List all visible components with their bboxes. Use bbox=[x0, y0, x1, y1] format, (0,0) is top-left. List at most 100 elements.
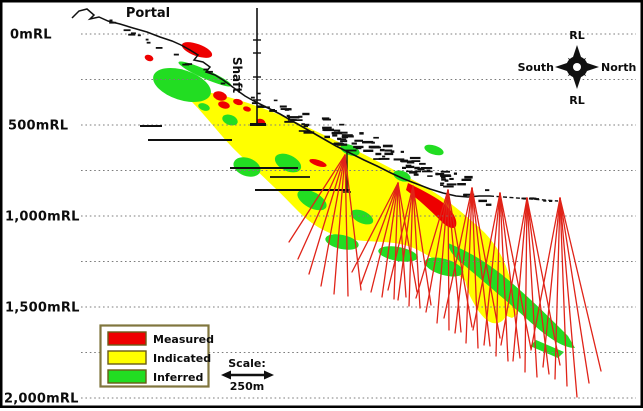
stope-outline-mark bbox=[203, 68, 208, 71]
stope-outline-mark bbox=[341, 134, 347, 137]
stope-outline-mark bbox=[298, 130, 309, 132]
measured-blob bbox=[243, 106, 251, 112]
stope-outline-mark bbox=[375, 152, 382, 156]
drill-hole-trace bbox=[559, 197, 590, 384]
drill-hole-trace bbox=[360, 182, 399, 285]
stope-outline-mark bbox=[444, 179, 449, 182]
drill-hole-trace bbox=[499, 192, 509, 362]
stope-outline-mark bbox=[478, 199, 487, 203]
stope-outline-mark bbox=[340, 140, 348, 143]
stope-outline-mark bbox=[250, 96, 255, 99]
drill-hole-trace bbox=[344, 154, 362, 291]
stope-outline-mark bbox=[266, 106, 270, 109]
drill-hole-trace bbox=[554, 197, 561, 380]
stope-outline-mark bbox=[337, 137, 342, 140]
drill-hole-trace bbox=[344, 154, 349, 297]
stope-outline-mark bbox=[363, 149, 374, 152]
stope-outline-mark bbox=[400, 159, 408, 163]
stope-outline-mark bbox=[220, 82, 226, 85]
stope-outline-mark bbox=[370, 146, 376, 149]
stope-outline-mark bbox=[123, 29, 131, 32]
drill-hole-trace bbox=[559, 197, 568, 387]
stope-outline-mark bbox=[382, 155, 386, 158]
stope-outline-mark bbox=[379, 148, 385, 152]
scale-arrow-right bbox=[264, 370, 274, 380]
stope-outline-mark bbox=[405, 165, 415, 169]
stope-outline-mark bbox=[284, 120, 294, 123]
measured-blob bbox=[309, 159, 327, 167]
drill-hole-trace bbox=[320, 154, 346, 287]
drill-hole-trace bbox=[397, 182, 407, 298]
drill-hole-trace bbox=[351, 182, 399, 273]
compass-label-bottom: RL bbox=[569, 94, 584, 107]
legend-swatch-indicated bbox=[107, 350, 147, 365]
stope-outline-mark bbox=[405, 164, 412, 167]
axis-labels: 0mRL 500mRL 1,000mRL 1,500mRL 2,000mRL bbox=[4, 28, 79, 407]
stope-outline-mark bbox=[440, 182, 445, 185]
stope-outline-mark bbox=[406, 161, 415, 164]
drill-hole-trace bbox=[499, 192, 521, 359]
stope-outline-mark bbox=[302, 112, 310, 116]
drill-hole-trace bbox=[454, 187, 473, 334]
stope-outline-mark bbox=[288, 116, 300, 119]
stope-outline-mark bbox=[337, 138, 347, 141]
stope-outline-mark bbox=[523, 197, 528, 200]
scale-bar: Scale: 250m bbox=[221, 357, 274, 393]
stope-outline-mark bbox=[449, 177, 454, 180]
stope-outline-mark bbox=[378, 157, 390, 160]
stope-outline-mark bbox=[173, 53, 179, 56]
stope-outline-mark bbox=[419, 162, 426, 165]
stope-outline-mark bbox=[414, 166, 420, 170]
stope-outline-mark bbox=[303, 131, 315, 134]
drill-fans bbox=[288, 154, 602, 398]
drill-hole-trace bbox=[408, 185, 414, 307]
drill-hole-trace bbox=[297, 154, 346, 260]
stope-outline-mark bbox=[411, 160, 421, 162]
drill-hole-trace bbox=[381, 182, 399, 298]
drill-hole-trace bbox=[397, 185, 414, 301]
stope-outline-mark bbox=[146, 41, 151, 44]
stope-outline-mark bbox=[440, 170, 450, 173]
inferred-deep-zone bbox=[448, 243, 575, 348]
stope-outline-mark bbox=[182, 63, 190, 66]
stope-outline-mark bbox=[400, 150, 404, 153]
stope-outline-mark bbox=[435, 172, 439, 176]
stope-outline-mark bbox=[441, 178, 447, 181]
stope-outline-mark bbox=[288, 108, 292, 111]
measured-blob bbox=[144, 54, 154, 62]
stope-outline-mark bbox=[109, 21, 117, 24]
stope-outline-mark bbox=[337, 131, 348, 134]
indicated-main-lens bbox=[168, 86, 518, 318]
ylabel-0mrl: 0mRL bbox=[10, 28, 52, 43]
compass-label-top: RL bbox=[569, 29, 584, 42]
ylabel-2000mrl: 2,000mRL bbox=[4, 392, 79, 407]
drill-hole-trace bbox=[471, 187, 479, 349]
inferred-blob bbox=[153, 67, 211, 103]
stope-outline-mark bbox=[373, 158, 382, 160]
drill-hole-trace bbox=[333, 154, 346, 295]
stope-outline-mark bbox=[323, 128, 334, 132]
stope-outline-mark bbox=[362, 140, 374, 144]
stope-outline-mark bbox=[453, 172, 457, 175]
stope-outline-mark bbox=[344, 135, 354, 138]
stope-outline-mark bbox=[303, 123, 310, 127]
legend: Measured Indicated Inferred bbox=[99, 324, 214, 388]
stope-outline-mark bbox=[257, 105, 264, 108]
stope-outline-mark bbox=[407, 160, 414, 163]
stope-outline-mark bbox=[463, 193, 468, 197]
drill-hole-trace bbox=[436, 189, 449, 324]
drill-hole-trace bbox=[495, 192, 501, 357]
drill-hole-trace bbox=[415, 189, 449, 299]
compass-hub-hole bbox=[573, 63, 581, 71]
stope-outline-mark bbox=[549, 200, 553, 202]
stope-outline-mark bbox=[145, 38, 149, 41]
drill-hole-trace bbox=[412, 185, 432, 306]
inferred-blob bbox=[393, 170, 411, 182]
scale-arrow-left bbox=[221, 370, 231, 380]
decline-trace bbox=[71, 8, 253, 101]
compass-rose: RL RL South North bbox=[518, 29, 637, 107]
inferred-blob bbox=[198, 103, 210, 111]
drill-hole-trace bbox=[559, 197, 602, 372]
